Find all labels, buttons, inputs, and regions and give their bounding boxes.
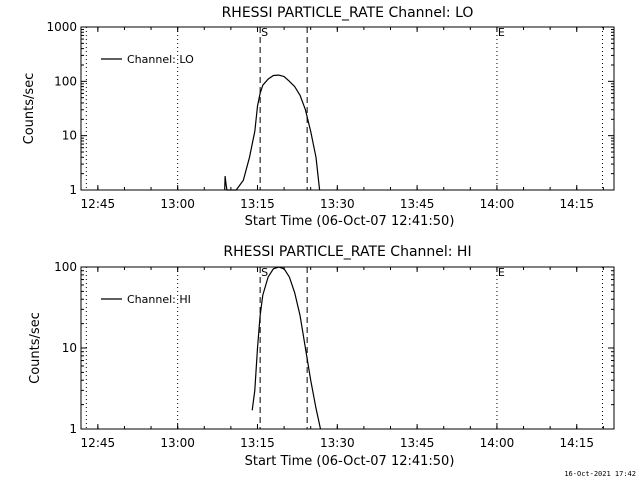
x-tick-label: 14:15	[559, 436, 594, 450]
y-tick-label: 100	[54, 260, 77, 274]
y-tick-label: 10	[62, 129, 77, 143]
plot-frame	[80, 266, 615, 430]
x-tick-label: 13:30	[320, 197, 355, 211]
x-tick-label: 13:45	[400, 197, 435, 211]
x-tick-label: 14:00	[480, 197, 515, 211]
x-tick-label: 14:00	[480, 436, 515, 450]
y-tick-label: 1	[69, 422, 77, 436]
y-tick-label: 1000	[46, 20, 77, 34]
x-tick-label: 13:00	[160, 197, 195, 211]
series-line	[224, 74, 321, 191]
marker-label-e: E	[498, 26, 505, 39]
x-tick-label: 13:45	[400, 436, 435, 450]
y-tick-label: 1	[69, 183, 77, 197]
x-axis-label: Start Time (06-Oct-07 12:41:50)	[245, 454, 455, 469]
series-line	[251, 266, 322, 430]
plot-frame	[80, 26, 615, 191]
chart-panel-1: RHESSI PARTICLE_RATE Channel: LO 12:45 13:…	[22, 5, 615, 229]
x-tick-label: 13:30	[320, 436, 355, 450]
x-tick-label: 13:00	[160, 436, 195, 450]
x-tick-label: 13:15	[240, 436, 275, 450]
marker-label-s: S	[261, 266, 268, 279]
plot-timestamp: 16-Oct-2021 17:42	[564, 470, 636, 478]
x-tick-label: 12:45	[81, 436, 116, 450]
marker-label-e: E	[498, 266, 505, 279]
x-axis-label: Start Time (06-Oct-07 12:41:50)	[245, 214, 455, 229]
y-axis-label: Counts/sec	[22, 73, 37, 145]
chart-panel-2: RHESSI PARTICLE_RATE Channel: HI 12:45 13:…	[28, 244, 615, 469]
x-tick-label: 13:15	[240, 197, 275, 211]
y-tick-label: 10	[62, 341, 77, 355]
chart-title: RHESSI PARTICLE_RATE Channel: HI	[223, 244, 471, 260]
y-axis-label: Counts/sec	[28, 312, 43, 384]
x-tick-label: 12:45	[81, 197, 116, 211]
x-tick-label: 14:15	[559, 197, 594, 211]
chart-title: RHESSI PARTICLE_RATE Channel: LO	[222, 5, 474, 21]
y-tick-label: 100	[54, 74, 77, 88]
legend-label: Channel: HI	[127, 293, 191, 306]
legend-label: Channel: LO	[127, 53, 194, 66]
marker-label-s: S	[261, 26, 268, 39]
